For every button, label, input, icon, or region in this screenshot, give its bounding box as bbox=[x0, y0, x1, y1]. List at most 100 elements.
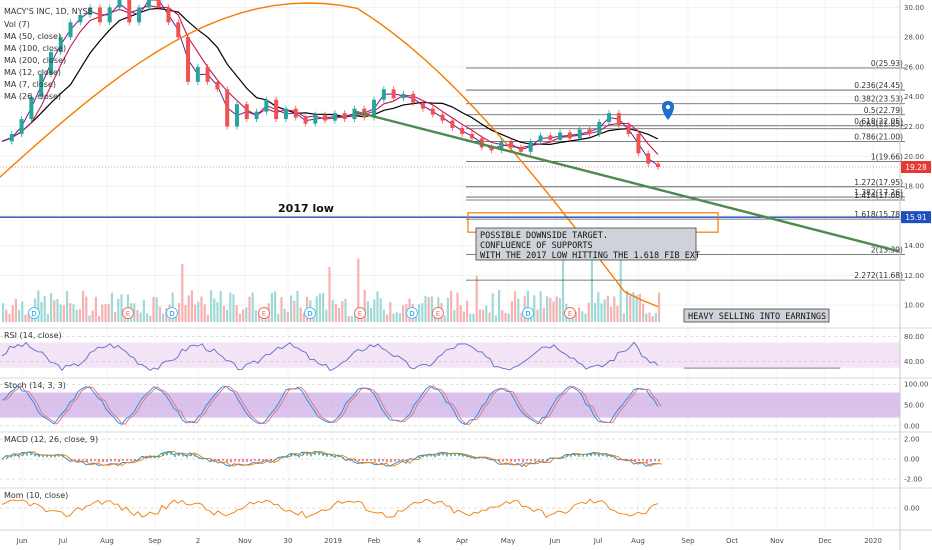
macd-histogram-bar bbox=[582, 454, 584, 457]
macd-histogram-bar bbox=[614, 456, 616, 459]
macd-histogram-bar bbox=[630, 459, 632, 461]
fib-level-label: 0.65(21.85) bbox=[859, 120, 903, 129]
macd-histogram-bar bbox=[170, 451, 172, 455]
macd-histogram-bar bbox=[162, 453, 164, 457]
legend-ma200[interactable]: MA (200, close) bbox=[4, 56, 66, 65]
volume-bar bbox=[194, 304, 197, 322]
candle-body bbox=[313, 114, 318, 124]
macd-histogram-bar bbox=[426, 454, 428, 458]
volume-bar bbox=[110, 292, 113, 322]
macd-histogram-bar bbox=[418, 456, 420, 458]
rsi-line[interactable] bbox=[1, 341, 659, 372]
volume-bar bbox=[98, 315, 101, 322]
legend-vol[interactable]: Vol (7) bbox=[4, 20, 30, 29]
candle-body bbox=[176, 22, 181, 38]
volume-bar bbox=[610, 306, 613, 322]
event-marker[interactable] bbox=[304, 307, 316, 319]
macd-histogram-bar bbox=[154, 457, 156, 459]
stoch-line[interactable] bbox=[1, 384, 659, 426]
macd-histogram-bar bbox=[550, 457, 552, 459]
volume-bar bbox=[363, 290, 366, 322]
volume-bar bbox=[178, 303, 181, 322]
volume-bar bbox=[18, 309, 21, 322]
volume-bar bbox=[622, 313, 625, 322]
macd-histogram-bar bbox=[30, 451, 32, 456]
volume-bar bbox=[197, 301, 200, 322]
macd-histogram-bar bbox=[310, 453, 312, 457]
volume-bar bbox=[27, 312, 30, 322]
macd-histogram-bar bbox=[514, 459, 516, 462]
candle-body bbox=[636, 133, 641, 154]
mom-line[interactable] bbox=[1, 498, 659, 519]
volume-bar bbox=[459, 305, 462, 322]
panel-title-macd[interactable]: MACD (12, 26, close, 9) bbox=[4, 435, 98, 444]
candle-body bbox=[9, 133, 14, 142]
event-marker[interactable] bbox=[122, 307, 134, 319]
legend-ma100[interactable]: MA (100, close) bbox=[4, 44, 66, 53]
macd-histogram-bar bbox=[442, 452, 444, 456]
macd-histogram-bar bbox=[94, 459, 96, 462]
candle-body bbox=[195, 66, 200, 82]
candle-body bbox=[274, 99, 279, 120]
stoch-signal-line[interactable] bbox=[4, 384, 662, 426]
candle-body bbox=[107, 7, 112, 23]
event-marker[interactable] bbox=[522, 307, 534, 319]
volume-bar bbox=[510, 301, 513, 322]
last-price-tag bbox=[901, 160, 931, 173]
event-marker[interactable] bbox=[28, 307, 40, 319]
volume-bar bbox=[331, 300, 334, 322]
macd-histogram-bar bbox=[362, 459, 364, 461]
volume-bar bbox=[142, 299, 145, 322]
earnings-note-box[interactable] bbox=[683, 308, 830, 323]
panel-title-mom[interactable]: Mom (10, close) bbox=[4, 491, 68, 500]
macd-histogram-bar bbox=[10, 455, 12, 458]
candle-body bbox=[597, 122, 602, 134]
panel-title-stoch[interactable]: Stoch (14, 3, 3) bbox=[4, 381, 66, 390]
volume-bar bbox=[501, 310, 504, 322]
fib-level-label: 1.382(17.26) bbox=[854, 188, 903, 197]
volume-bar bbox=[613, 296, 616, 322]
indicator-panels: RSI (14, close) Stoch (14, 3, 3) MACD (12,… bbox=[0, 327, 932, 519]
macd-signal-line[interactable] bbox=[5, 450, 663, 468]
macd-histogram-bar bbox=[538, 459, 540, 461]
volume-bar bbox=[603, 299, 606, 322]
macd-histogram-bar bbox=[378, 459, 380, 462]
event-marker[interactable] bbox=[564, 307, 576, 319]
macd-histogram-bar bbox=[342, 457, 344, 459]
legend-ma26[interactable]: MA (26, close) bbox=[4, 92, 61, 101]
fib-level-label: 1.272(17.95) bbox=[854, 178, 903, 187]
ma100-line[interactable] bbox=[1, 7, 659, 146]
legend-ma12[interactable]: MA (12, close) bbox=[4, 68, 61, 77]
event-marker[interactable] bbox=[258, 307, 270, 319]
location-pin-icon[interactable] bbox=[662, 101, 674, 120]
macd-histogram-bar bbox=[622, 459, 624, 460]
event-marker[interactable] bbox=[354, 307, 366, 319]
volume-bar bbox=[472, 313, 475, 322]
price-tick-label: 24.00 bbox=[904, 93, 924, 101]
macd-histogram-bar bbox=[610, 455, 612, 458]
candle-body bbox=[88, 7, 93, 15]
candle-body bbox=[646, 153, 651, 164]
event-marker[interactable] bbox=[166, 307, 178, 319]
candle-body bbox=[19, 119, 24, 134]
macd-histogram-bar bbox=[554, 458, 556, 459]
panel-title-rsi[interactable]: RSI (14, close) bbox=[4, 331, 62, 340]
volume-bar bbox=[485, 305, 488, 322]
time-tick-label: Apr bbox=[456, 537, 468, 545]
event-marker[interactable] bbox=[432, 307, 444, 319]
ma200-line[interactable] bbox=[0, 2, 659, 308]
macd-histogram-bar bbox=[218, 459, 220, 462]
macd-histogram-bar bbox=[398, 459, 400, 461]
volume-bar bbox=[78, 308, 81, 322]
downtrend-line[interactable] bbox=[354, 110, 901, 253]
volume-bar bbox=[462, 311, 465, 322]
candle-body bbox=[156, 0, 161, 8]
legend-ma50[interactable]: MA (50, close) bbox=[4, 32, 61, 41]
event-marker[interactable] bbox=[406, 307, 418, 319]
volume-bar bbox=[488, 312, 491, 322]
target-note-box[interactable] bbox=[475, 227, 697, 261]
price-tick-label: 18.00 bbox=[904, 183, 924, 191]
legend-ma7[interactable]: MA (7, close) bbox=[4, 80, 56, 89]
volume-bar bbox=[325, 309, 328, 322]
